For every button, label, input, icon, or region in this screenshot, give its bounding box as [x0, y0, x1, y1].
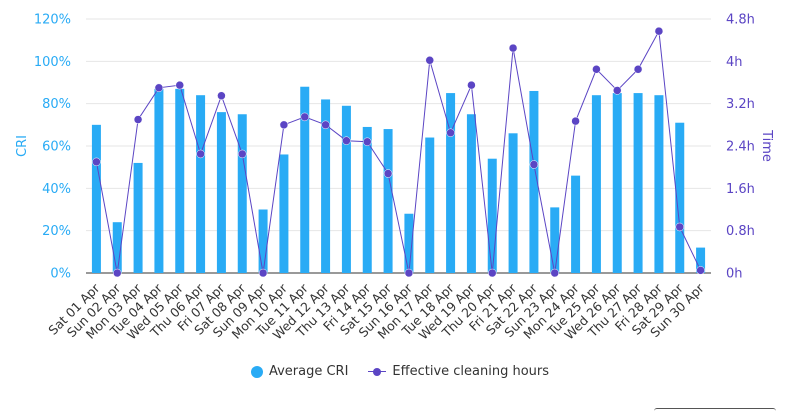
bar [154, 88, 164, 273]
line-point [196, 149, 205, 159]
line-point [488, 268, 497, 278]
bar [216, 112, 226, 273]
bar [529, 90, 539, 273]
bar [404, 213, 414, 273]
bar [571, 175, 581, 273]
legend-swatch-cri [250, 365, 263, 378]
y-right-axis-title: Time [759, 129, 774, 162]
y-right-tick-label: 2.4h [726, 140, 755, 155]
bar [487, 158, 497, 273]
y-left-tick-label: 20% [42, 224, 71, 239]
bar [550, 207, 560, 273]
legend-label-cleaning-hours: Effective cleaning hours [392, 364, 550, 379]
y-right-tick-label: 1.6h [726, 182, 755, 197]
bar [362, 126, 372, 273]
y-left-tick-label: 120% [34, 13, 71, 28]
bar [591, 95, 601, 273]
y-right-tick-label: 4h [726, 55, 743, 70]
bar [696, 247, 706, 273]
line-point [175, 80, 184, 90]
legend-swatch-cleaning-hours [368, 366, 387, 378]
y-right-tick-label: 3.2h [726, 97, 755, 112]
line-point [321, 120, 330, 130]
bar [321, 99, 331, 273]
menu-button-fragment[interactable] [654, 408, 776, 411]
line-point [633, 65, 643, 74]
bar [91, 124, 101, 273]
line-point [258, 268, 268, 278]
line-point [508, 43, 518, 53]
bar [383, 129, 393, 273]
y-right-tick-label: 0.8h [726, 224, 755, 239]
bar [508, 133, 518, 273]
legend-item-cleaning-hours[interactable]: Effective cleaning hours [368, 364, 549, 379]
line-point [467, 80, 476, 90]
line-point [571, 116, 580, 126]
line-point [696, 266, 705, 275]
line-point [363, 137, 372, 147]
line-point [550, 268, 559, 278]
line-point [92, 157, 101, 167]
line-point [300, 112, 309, 122]
line-point [217, 91, 226, 100]
series-line [95, 29, 702, 274]
line-point [613, 86, 622, 95]
y-right-tick-label: 0h [726, 267, 743, 282]
line-point [383, 169, 393, 178]
line-point [342, 136, 351, 145]
y-left-tick-label: 60% [42, 140, 71, 155]
bar [446, 93, 456, 273]
line-point [113, 268, 122, 278]
line-point [133, 115, 143, 124]
line-point [279, 120, 289, 130]
legend-label-cri: Average CRI [268, 364, 349, 379]
y-left-tick-label: 0% [50, 267, 71, 282]
bar [279, 154, 289, 273]
y-left-axis-title: CRI [15, 135, 30, 157]
y-left-tick-label: 100% [34, 55, 71, 70]
line-point [654, 26, 664, 36]
line-point [592, 65, 601, 74]
line-point [238, 149, 247, 159]
bar [425, 137, 435, 273]
line-point [425, 56, 434, 65]
bar [341, 105, 351, 274]
line-point [446, 128, 455, 138]
line-point [529, 160, 539, 169]
y-left-tick-label: 40% [42, 182, 71, 197]
bar [258, 209, 268, 273]
bar [237, 114, 247, 273]
legend-item-cri[interactable]: Average CRI [250, 364, 349, 379]
line-point [675, 222, 684, 232]
bar [175, 88, 185, 273]
bar [654, 95, 664, 273]
bar [300, 86, 310, 273]
y-left-tick-label: 80% [42, 97, 71, 112]
bar [133, 162, 143, 273]
bar [633, 93, 643, 273]
line-point [154, 83, 164, 93]
legend: Average CRI Effective cleaning hours [0, 364, 800, 379]
bar [466, 114, 476, 273]
bar [612, 93, 622, 273]
line-point [404, 268, 414, 278]
bar [112, 222, 122, 273]
bar [675, 122, 685, 273]
bar [196, 95, 206, 273]
combo-chart: 0% 20% 40% 60% 80% 100% 120% 0h 0.8h 1.6h 2.4h 3.2h… [15, 13, 774, 343]
y-right-tick-label: 4.8h [726, 13, 755, 28]
